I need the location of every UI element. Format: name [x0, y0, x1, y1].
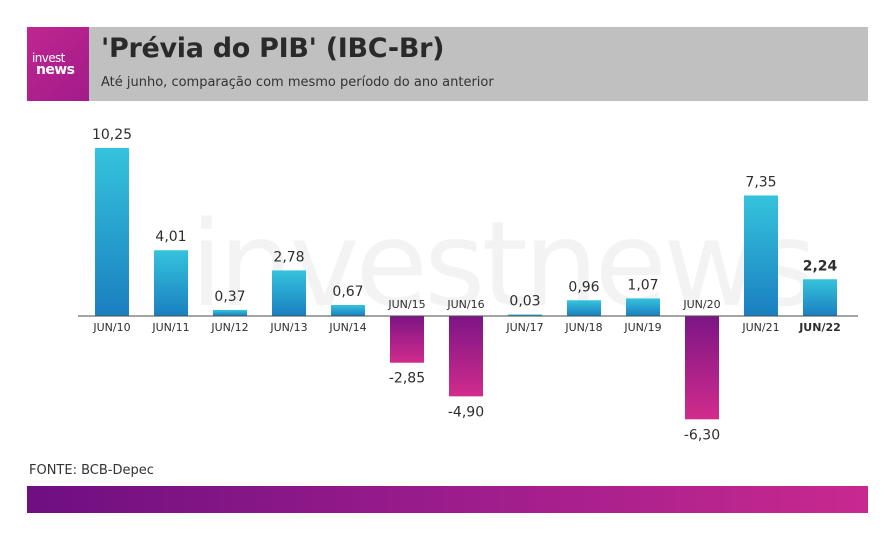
category-label: JUN/21 [741, 321, 779, 334]
bar-jun-18 [567, 300, 601, 316]
category-label: JUN/16 [446, 298, 484, 311]
category-label: JUN/20 [682, 298, 720, 311]
value-label: 0,03 [509, 294, 540, 310]
bar-jun-22 [803, 279, 837, 316]
bar-jun-21 [744, 195, 778, 316]
value-label: 0,67 [332, 284, 363, 300]
value-label: -6,30 [684, 427, 720, 443]
category-label: JUN/15 [387, 298, 425, 311]
category-label: JUN/22 [798, 321, 841, 334]
investnews-logo: invest news [27, 27, 89, 101]
bar-jun-16 [449, 316, 483, 397]
category-label: JUN/14 [328, 321, 366, 334]
category-label: JUN/12 [210, 321, 248, 334]
value-label: 2,78 [273, 249, 304, 265]
category-label: JUN/19 [623, 321, 661, 334]
bar-jun-19 [626, 298, 660, 316]
value-label: 2,24 [803, 258, 838, 274]
page-title: 'Prévia do PIB' (IBC-Br) [101, 33, 445, 64]
bar-jun-14 [331, 305, 365, 316]
source-note: FONTE: BCB-Depec [29, 463, 154, 478]
bar-jun-10 [95, 147, 129, 316]
bar-jun-20 [685, 316, 719, 420]
logo-text-invest: invest [32, 51, 65, 65]
bar-jun-15 [390, 316, 424, 363]
category-label: JUN/18 [564, 321, 602, 334]
bar-jun-11 [154, 250, 188, 316]
bar-jun-12 [213, 309, 247, 316]
value-label: 1,07 [627, 277, 658, 293]
value-label: 0,37 [214, 289, 245, 305]
bar-jun-17 [508, 314, 542, 316]
value-label: 0,96 [568, 279, 599, 295]
footer-bar [27, 486, 868, 513]
header-bar [27, 27, 868, 101]
value-label: 10,25 [92, 127, 132, 143]
value-label: -2,85 [389, 371, 425, 387]
category-label: JUN/11 [151, 321, 189, 334]
bar-jun-13 [272, 270, 306, 316]
page-subtitle: Até junho, comparação com mesmo período … [101, 75, 494, 90]
value-label: 4,01 [155, 229, 186, 245]
value-label: 7,35 [745, 174, 776, 190]
category-label: JUN/17 [505, 321, 543, 334]
value-label: -4,90 [448, 404, 484, 420]
logo-text-news: news [36, 62, 75, 78]
category-label: JUN/10 [92, 321, 130, 334]
category-label: JUN/13 [269, 321, 307, 334]
